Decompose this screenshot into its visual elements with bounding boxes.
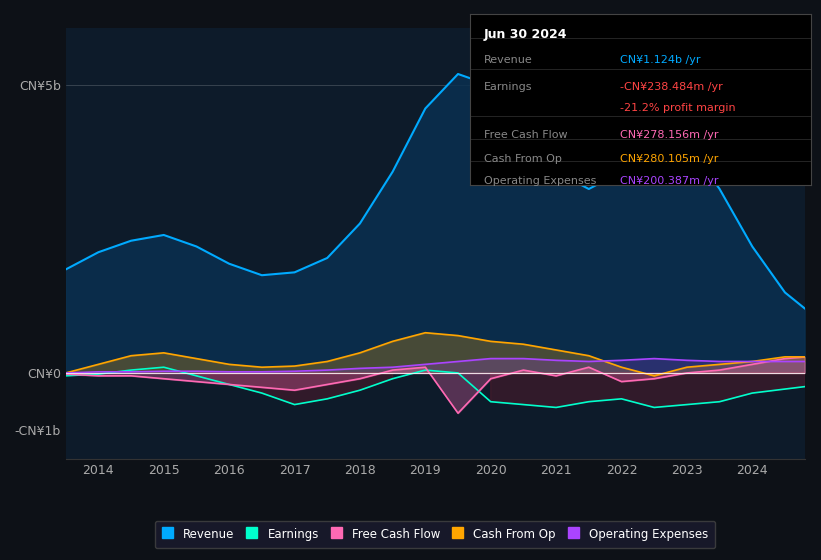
Text: Revenue: Revenue bbox=[484, 55, 533, 65]
Legend: Revenue, Earnings, Free Cash Flow, Cash From Op, Operating Expenses: Revenue, Earnings, Free Cash Flow, Cash … bbox=[155, 521, 715, 548]
Text: Earnings: Earnings bbox=[484, 82, 533, 92]
Text: Free Cash Flow: Free Cash Flow bbox=[484, 130, 567, 140]
Text: CN¥278.156m /yr: CN¥278.156m /yr bbox=[621, 130, 719, 140]
Text: -21.2% profit margin: -21.2% profit margin bbox=[621, 103, 736, 113]
Text: Jun 30 2024: Jun 30 2024 bbox=[484, 27, 567, 41]
Text: CN¥280.105m /yr: CN¥280.105m /yr bbox=[621, 154, 718, 164]
Text: CN¥200.387m /yr: CN¥200.387m /yr bbox=[621, 176, 719, 186]
Text: CN¥1.124b /yr: CN¥1.124b /yr bbox=[621, 55, 701, 65]
Text: Operating Expenses: Operating Expenses bbox=[484, 176, 596, 186]
Text: -CN¥238.484m /yr: -CN¥238.484m /yr bbox=[621, 82, 723, 92]
Text: Cash From Op: Cash From Op bbox=[484, 154, 562, 164]
